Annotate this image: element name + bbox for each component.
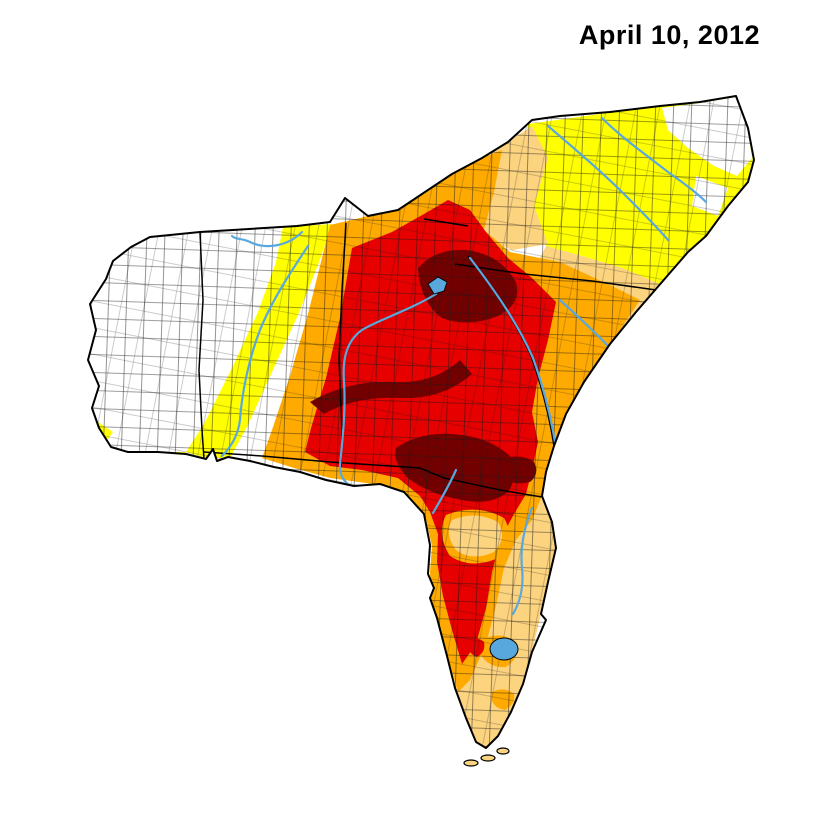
- lake-lanier: [427, 276, 448, 295]
- lake-okeechobee: [489, 637, 519, 661]
- border-fl-north: [203, 451, 543, 498]
- date-label: April 10, 2012: [578, 20, 760, 50]
- landmass: [88, 96, 754, 748]
- river-st-johns: [511, 506, 534, 616]
- river-savannah: [468, 256, 558, 450]
- coastline: [87, 95, 755, 749]
- river-suwannee: [431, 468, 458, 515]
- river-alabama: [220, 244, 310, 458]
- key-island-1: [496, 747, 510, 755]
- river-chattahoochee: [338, 292, 438, 489]
- florida-keys: [463, 747, 510, 767]
- river-tar: [600, 116, 708, 204]
- border-ms-al: [198, 231, 205, 460]
- border-nc-sc: [454, 263, 657, 291]
- river-tennessee: [230, 230, 304, 248]
- county-lines-secondary: [88, 96, 754, 748]
- river-roanoke: [546, 124, 670, 242]
- key-island-3: [463, 759, 479, 767]
- key-island-2: [480, 754, 496, 762]
- border-ga-nc: [423, 218, 469, 227]
